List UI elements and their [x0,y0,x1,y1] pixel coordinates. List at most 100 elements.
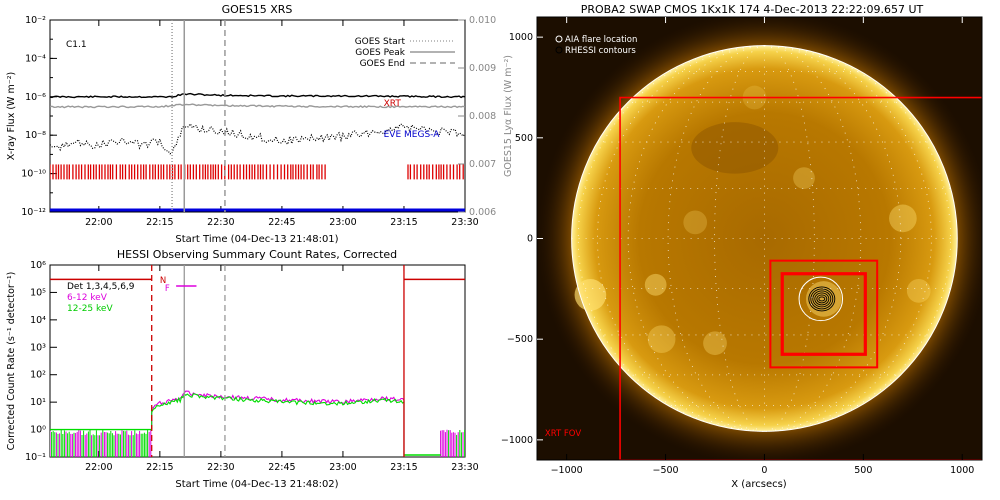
solar-limb [571,45,958,432]
swap-image-area [537,17,982,460]
swap-xtick-label: −1000 [551,465,583,476]
goes-y2label: GOES15 Lyα Flux (W m⁻²) [503,55,514,177]
instrument-fov-boxes [769,259,879,369]
hessi-xtick-label: 22:15 [146,462,173,473]
legend-12-25kev: 12-25 keV [67,304,113,314]
hessi-xtick-label: 23:15 [390,462,417,473]
swap-ytick-label: 500 [515,133,533,144]
swap-title: PROBA2 SWAP CMOS 1Kx1K 174 4-Dec-2013 22… [581,3,924,16]
goes-flux-traces [50,92,465,155]
rhessi-contour [810,288,834,310]
goes-xtick-label: 23:30 [451,217,478,228]
legend-detectors: Det 1,3,4,5,6,9 [67,282,135,292]
hessi-low-count-noise [50,428,465,457]
hessi-ytick-label: 10³ [30,342,46,353]
hessi-xtick-label: 23:00 [329,462,356,473]
swap-ytick-label: 1000 [509,32,533,43]
legend-goes-end: GOES End [360,59,405,69]
hessi-ytick-label: 10⁰ [30,425,46,436]
hessi-count-series [151,390,441,456]
goes-series-label: EVE MEGS-A [384,130,441,140]
goes-y2tick-label: 0.008 [469,111,496,122]
dark-region [691,122,779,174]
hessi-xlabel: Start Time (04-Dec-13 21:48:02) [175,479,338,490]
hessi-xtick-label: 22:00 [85,462,112,473]
goes-xrs-panel: GOES15 XRS 10⁻² 10⁻⁴ 10⁻⁶ 10⁻⁸ 10⁻¹⁰ 10⁻¹² 0.… [6,3,514,245]
bright-region [647,325,676,354]
rhessi-contour [808,286,836,312]
rhessi-contour [816,294,828,304]
night-marker: N [160,276,166,286]
instrument-fov-box [780,272,867,356]
aia-flare-location-circle [798,276,844,322]
bright-region [683,210,708,235]
goes-xlabel: Start Time (04-Dec-13 21:48:01) [175,234,338,245]
goes-ytick-label: 10⁻⁴ [25,53,46,64]
hessi-title: HESSI Observing Summary Count Rates, Cor… [117,248,397,261]
bright-region [889,204,917,233]
hessi-xtick-label: 22:45 [268,462,295,473]
rhessi-contours-symbol [555,46,563,54]
legend-rhessi-contours: RHESSI contours [565,46,636,56]
xrt-fov-box [619,96,982,460]
hessi-xtick-label: 23:30 [451,462,478,473]
rhessi-contour [814,292,830,306]
longitude-line [577,45,765,432]
goes-xtick-label: 23:15 [390,217,417,228]
instrument-fov-box [769,259,879,369]
bright-region [793,167,815,189]
hessi-ytick-label: 10⁴ [30,315,46,326]
legend-goes-peak: GOES Peak [355,48,405,58]
goes-observation-bars [50,164,464,180]
hessi-count-axis: 10⁶ 10⁵ 10⁴ 10³ 10² 10¹ 10⁰ 10⁻¹ [25,260,57,463]
goes-series-labels: XRT EVE MEGS-A [384,99,441,140]
hessi-event-lines [151,265,405,457]
hessi-ytick-label: 10² [30,370,46,381]
rhessi-contour [812,290,832,308]
hessi-ytick-label: 10⁻¹ [25,452,46,463]
goes-flux-trace [50,103,465,109]
swap-xlabel: X (arcsecs) [731,479,787,490]
hessi-ytick-label: 10⁵ [30,287,46,298]
hessi-state-markers: NF [160,276,197,294]
hessi-plot-area: NF [50,265,465,457]
goes-xtick-label: 22:00 [85,217,112,228]
hessi-ytick-label: 10¹ [30,397,46,408]
goes-ytick-label: 10⁻² [25,15,46,26]
goes-right-axis: 0.010 0.009 0.008 0.007 0.006 [458,15,496,218]
goes-flux-trace [50,122,465,155]
hessi-plot-frame [49,264,466,458]
hessi-count-series [151,390,441,456]
rhessi-contour [818,296,826,302]
goes-ytick-label: 10⁻⁸ [25,130,46,141]
longitude-line [764,45,932,432]
bright-region [703,331,727,356]
xrt-fov-label: XRT FOV [545,429,581,439]
goes-y2tick-label: 0.009 [469,63,496,74]
swap-xtick-label: 500 [854,465,872,476]
goes-ytick-label: 10⁻⁶ [25,92,46,103]
bright-region [805,281,842,317]
flare-contours [798,276,844,322]
goes-ytick-label: 10⁻¹⁰ [21,169,46,180]
legend-aia-flare-location: AIA flare location [565,35,637,45]
goes-legend: GOES Start GOES Peak GOES End [355,37,455,69]
swap-ytick-label: −1000 [501,435,533,446]
flare-class-label: C1.1 [66,40,87,50]
goes-left-axis: 10⁻² 10⁻⁴ 10⁻⁶ 10⁻⁸ 10⁻¹⁰ 10⁻¹² [21,15,57,218]
hessi-xtick-label: 22:30 [207,462,234,473]
swap-image-panel: PROBA2 SWAP CMOS 1Kx1K 174 4-Dec-2013 22… [501,3,983,490]
active-region-features [574,85,931,356]
goes-event-lines [171,20,226,212]
bright-region [574,279,607,311]
goes-y2tick-label: 0.006 [469,207,496,218]
hessi-count-series [151,392,441,456]
hessi-panel: HESSI Observing Summary Count Rates, Cor… [6,248,479,490]
swap-xtick-label: 0 [761,465,767,476]
goes-flux-trace [50,92,465,99]
flare-flag-marker: F [165,284,170,294]
goes-time-axis: 22:00 22:15 22:30 22:45 23:00 23:15 23:30 [85,20,479,228]
swap-xtick-label: 1000 [950,465,974,476]
goes-y2tick-label: 0.007 [469,159,496,170]
goes-y2tick-label: 0.010 [469,15,496,26]
